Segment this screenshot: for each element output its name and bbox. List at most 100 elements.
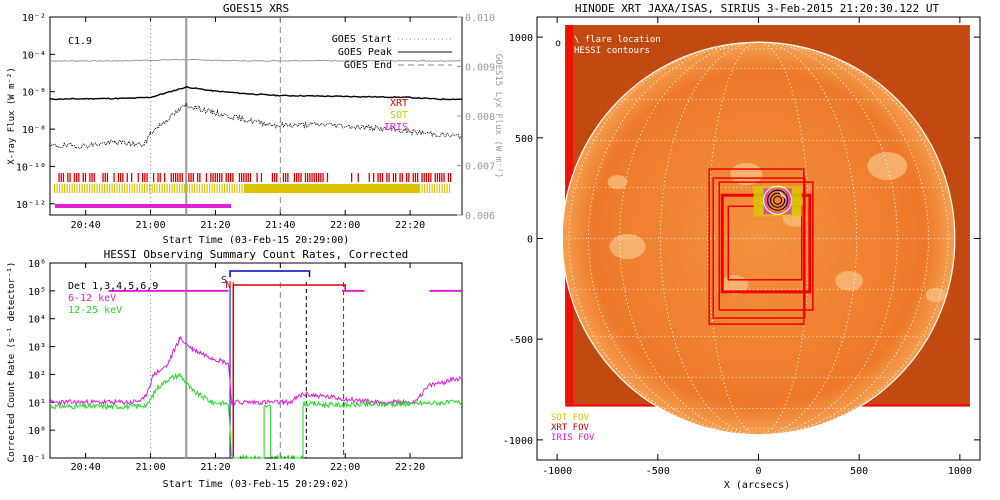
goes-sot-coverage-bar xyxy=(176,184,178,193)
goes-xrt-coverage-bar xyxy=(214,173,216,182)
goes-sot-coverage-bar xyxy=(179,184,181,193)
goes-x-tick-label: 22:00 xyxy=(330,220,360,231)
goes-xrt-coverage-bar xyxy=(212,173,214,182)
goes-xrt-coverage-bar xyxy=(225,173,227,182)
goes-xrt-coverage-bar xyxy=(271,173,274,182)
goes-sot-coverage-bar xyxy=(151,184,153,193)
goes-xrt-coverage-bar xyxy=(318,173,320,182)
goes-sot-coverage-bar xyxy=(164,184,166,193)
goes-sot-coverage-bar xyxy=(221,184,223,193)
goes-xrt-coverage-bar xyxy=(293,173,296,182)
goes-xrt-coverage-bar xyxy=(450,173,452,182)
hessi-contour xyxy=(770,192,786,208)
goes-y2-tick-label: 0.009 xyxy=(465,63,495,74)
goes-xrt-coverage-bar xyxy=(157,173,159,182)
goes-sot-coverage-bar xyxy=(149,184,151,193)
goes-xrt-coverage-bar xyxy=(247,173,249,182)
goes-sot-coverage-bar xyxy=(201,184,203,193)
goes-xrt-coverage-bar xyxy=(216,173,219,182)
goes-xrt-coverage-bar xyxy=(425,173,428,182)
goes-xrt-coverage-bar xyxy=(243,173,245,182)
goes-sot-coverage-bar xyxy=(436,184,438,193)
goes-sot-coverage-bar xyxy=(146,184,148,193)
goes-xrt-coverage-bar xyxy=(423,173,425,182)
goes-sot-coverage-bar xyxy=(131,184,133,193)
goes-xrt-coverage-bar xyxy=(274,173,276,182)
goes-sot-coverage-bar xyxy=(81,184,83,193)
goes-xrt-coverage-bar xyxy=(73,173,76,182)
goes-y-tick-label: 10⁻¹² xyxy=(16,200,46,211)
goes-xrs-panel: GOES15 XRS 20:40 21:00 21:20 21:40 22:00 22:20… xyxy=(7,2,503,246)
goes-xrt-coverage-bar xyxy=(395,173,397,182)
goes-instrument-label: SOT xyxy=(390,110,408,121)
goes-sot-coverage-bar xyxy=(444,184,446,193)
goes-legend-label: GOES Start xyxy=(332,34,392,45)
goes-sot-coverage-bar xyxy=(196,184,198,193)
goes-sot-coverage-bar xyxy=(226,184,228,193)
goes-xrt-coverage-bar xyxy=(381,173,384,182)
goes-sot-coverage-bar xyxy=(114,184,116,193)
xrt-x-tick-label: -500 xyxy=(646,466,670,477)
goes-xrt-coverage-bar xyxy=(307,173,309,182)
goes-xrt-coverage-bar xyxy=(309,173,311,182)
xrt-fov-box xyxy=(718,181,814,311)
xrt-legend-bottom-label: XRT FOV xyxy=(551,423,590,433)
goes-sot-coverage-bar xyxy=(84,184,86,193)
goes-sot-coverage-bar xyxy=(99,184,101,193)
sun-longitude-line xyxy=(588,41,929,436)
goes-sot-coverage-bar xyxy=(446,184,448,193)
goes-y-tick-label: 10⁻⁸ xyxy=(22,125,46,136)
hessi-count-rate-panel: HESSI Observing Summary Count Rates, Cor… xyxy=(7,248,463,490)
goes-sot-coverage-bar xyxy=(116,184,118,193)
goes-xrt-coverage-bar xyxy=(436,173,439,182)
hessi-s-flag-label: S xyxy=(221,275,227,286)
goes-sot-coverage-bar xyxy=(239,184,241,193)
goes-xrt-coverage-bar xyxy=(89,173,91,182)
hessi-y-tick-label: 10¹ xyxy=(28,398,46,409)
goes-sot-coverage-bar xyxy=(429,184,431,193)
goes-sot-coverage-bar xyxy=(106,184,108,193)
goes-sot-coverage-bar xyxy=(169,184,171,193)
goes-sot-coverage-bar xyxy=(124,184,126,193)
goes-xrt-coverage-bar xyxy=(298,173,300,182)
goes-xrt-coverage-bar xyxy=(434,173,436,182)
goes-xrt-coverage-bar xyxy=(313,173,315,182)
goes-sot-coverage-bar xyxy=(216,184,218,193)
goes-long-channel-line xyxy=(49,85,462,101)
hessi-x-tick-label: 22:20 xyxy=(395,462,425,473)
goes-xrt-coverage-bar xyxy=(93,173,95,182)
goes-sot-coverage-bar xyxy=(134,184,136,193)
sun-limb xyxy=(561,41,956,436)
hessi-y-tick-label: 10⁴ xyxy=(28,315,46,326)
sun-longitude-line xyxy=(568,41,949,436)
goes-xrt-coverage-bar xyxy=(62,173,65,182)
goes-xrt-coverage-bar xyxy=(249,173,252,182)
goes-x-tick-label: 21:20 xyxy=(200,220,230,231)
goes-xrt-coverage-bar xyxy=(192,173,194,182)
goes-sot-coverage-bar xyxy=(434,184,436,193)
goes-xrt-coverage-bar xyxy=(197,173,199,182)
hessi-x-tick-label: 22:00 xyxy=(330,462,360,473)
goes-sot-coverage-bar xyxy=(426,184,428,193)
goes-sot-coverage-bar xyxy=(199,184,201,193)
goes-xrt-coverage-bar xyxy=(219,173,221,182)
goes-xrt-coverage-bar xyxy=(78,173,80,182)
goes-sot-coverage-bar xyxy=(161,184,163,193)
goes-sot-coverage-bar xyxy=(141,184,143,193)
goes-xrt-coverage-bar xyxy=(60,173,62,182)
goes-xrt-coverage-bar xyxy=(439,173,441,182)
xrt-legend-bottom-label: IRIS FOV xyxy=(551,433,595,443)
goes-sot-coverage-bar xyxy=(156,184,158,193)
xrt-legend-top-label: \ flare location xyxy=(574,35,661,45)
goes-y-tick-label: 10⁻¹⁰ xyxy=(16,162,46,173)
hessi-x-axis-label: Start Time (03-Feb-15 20:29:02) xyxy=(163,479,350,490)
goes-xrt-coverage-bar xyxy=(386,173,388,182)
goes-xrt-coverage-bar xyxy=(153,173,155,182)
goes-xrt-coverage-bar xyxy=(260,173,263,182)
goes-xrt-coverage-bar xyxy=(146,173,148,182)
goes-title: GOES15 XRS xyxy=(223,2,289,15)
goes-xrt-coverage-bar xyxy=(388,173,390,182)
goes-sot-coverage-bar xyxy=(219,184,221,193)
goes-sot-coverage-bar xyxy=(431,184,433,193)
goes-lyx-line xyxy=(49,58,463,62)
